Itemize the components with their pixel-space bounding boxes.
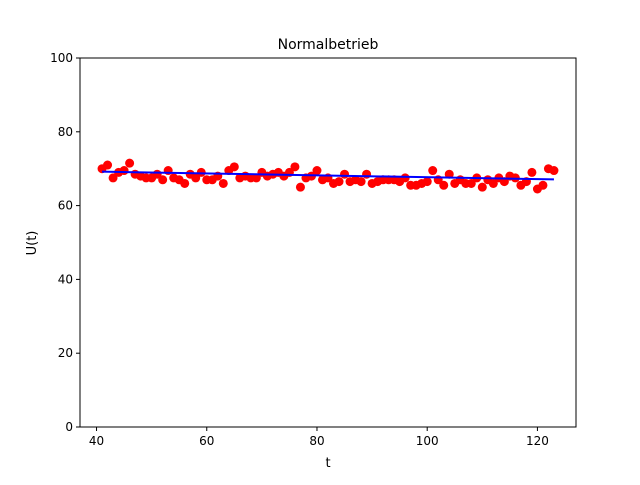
y-tick-label: 20 <box>58 346 73 360</box>
fit-line <box>102 170 554 181</box>
data-point <box>549 166 559 176</box>
data-point <box>218 178 228 188</box>
data-point <box>444 169 454 179</box>
data-point <box>290 162 300 172</box>
data-point <box>295 182 305 192</box>
y-tick-label: 40 <box>58 272 73 286</box>
data-point <box>527 167 537 177</box>
data-point <box>334 177 344 187</box>
data-point <box>340 169 350 179</box>
data-point <box>229 162 239 172</box>
y-tick-label: 60 <box>58 199 73 213</box>
data-point <box>108 173 118 183</box>
x-tick-label: 60 <box>199 434 214 448</box>
x-tick-label: 100 <box>416 434 439 448</box>
data-point <box>158 175 168 185</box>
x-tick-label: 80 <box>309 434 324 448</box>
data-point <box>488 178 498 188</box>
data-point <box>119 166 129 176</box>
y-tick-label: 100 <box>50 51 73 65</box>
data-point <box>191 173 201 183</box>
data-point <box>477 182 487 192</box>
data-point <box>538 180 548 190</box>
data-point <box>125 158 135 168</box>
data-point <box>251 173 261 183</box>
data-point <box>466 178 476 188</box>
plot-area <box>80 58 576 427</box>
y-axis-label: U(t) <box>25 231 40 256</box>
data-point <box>428 166 438 176</box>
data-point <box>400 173 410 183</box>
data-point <box>422 177 432 187</box>
fit-line-layer <box>102 170 554 181</box>
data-point <box>356 177 366 187</box>
x-tick-label: 40 <box>89 434 104 448</box>
y-tick-label: 0 <box>65 420 73 434</box>
data-point <box>103 160 113 170</box>
y-axis-ticks: 0 20 40 60 80 100 <box>50 51 80 434</box>
data-point <box>312 166 322 176</box>
axes-frame <box>79 57 577 428</box>
chart-title: Normalbetrieb <box>278 37 379 53</box>
x-axis-label: t <box>325 456 330 471</box>
y-tick-label: 80 <box>58 125 73 139</box>
data-point <box>439 180 449 190</box>
data-point <box>362 169 372 179</box>
x-tick-label: 120 <box>526 434 549 448</box>
x-axis-ticks: 40 60 80 100 120 <box>89 427 549 448</box>
data-point <box>180 178 190 188</box>
